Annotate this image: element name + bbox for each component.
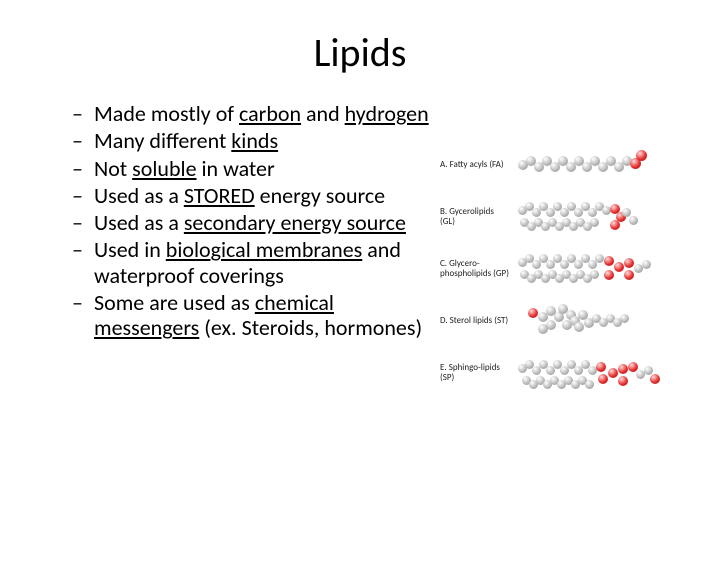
- bullet-dash: –: [72, 128, 94, 153]
- atom-red: [604, 256, 614, 266]
- molecule-label: C. Glycero-phospholipids (GP): [440, 259, 510, 279]
- atom-gray: [595, 254, 604, 263]
- molecule-row: C. Glycero-phospholipids (GP): [440, 250, 690, 288]
- atom-red: [618, 376, 628, 386]
- bullet-item: –Used in biological membranes and waterp…: [72, 237, 432, 288]
- molecule-graphic: [518, 250, 690, 288]
- atom-gray: [642, 260, 651, 269]
- atom-gray: [622, 208, 631, 217]
- molecule-graphic: [518, 354, 690, 392]
- molecule-row: B. Gycerolipids (GL): [440, 198, 690, 236]
- molecule-label: D. Sterol lipids (ST): [440, 316, 510, 326]
- atom-gray: [574, 322, 584, 332]
- atom-red: [608, 368, 618, 378]
- bullet-text: Used as a secondary energy source: [94, 210, 432, 235]
- bullet-dash: –: [72, 183, 94, 208]
- atom-red: [604, 270, 614, 280]
- bullet-text: Used in biological membranes and waterpr…: [94, 237, 432, 288]
- bullet-dash: –: [72, 101, 94, 126]
- bullet-dash: –: [72, 290, 94, 341]
- bullet-text: Not soluble in water: [94, 156, 432, 181]
- atom-red: [636, 150, 647, 161]
- atom-red: [610, 220, 620, 230]
- bullet-dash: –: [72, 156, 94, 181]
- bullet-text: Made mostly of carbon and hydrogen: [94, 101, 432, 126]
- atom-red: [528, 308, 538, 318]
- atom-red: [596, 362, 606, 372]
- atom-red: [624, 270, 634, 280]
- molecule-row: D. Sterol lipids (ST): [440, 302, 690, 340]
- bullet-dash: –: [72, 210, 94, 235]
- molecule-graphic: [518, 198, 690, 236]
- bullet-item: –Some are used as chemical messengers (e…: [72, 290, 432, 341]
- bullet-item: –Used as a STORED energy source: [72, 183, 432, 208]
- bullet-text: Used as a STORED energy source: [94, 183, 432, 208]
- atom-red: [598, 374, 608, 384]
- molecule-graphic: [518, 302, 690, 340]
- page-title: Lipids: [0, 28, 720, 77]
- atom-gray: [590, 270, 599, 279]
- molecule-label: E. Sphingo-lipids (SP): [440, 363, 510, 383]
- atom-red: [618, 364, 628, 374]
- bullet-text: Some are used as chemical messengers (ex…: [94, 290, 432, 341]
- atom-gray: [585, 380, 594, 389]
- atom-gray: [620, 314, 629, 323]
- molecule-row: A. Fatty acyls (FA): [440, 146, 690, 184]
- bullet-item: –Not soluble in water: [72, 156, 432, 181]
- molecule-graphic: [518, 146, 690, 184]
- bullet-item: –Used as a secondary energy source: [72, 210, 432, 235]
- atom-red: [650, 374, 660, 384]
- atom-red: [614, 262, 624, 272]
- molecule-label: A. Fatty acyls (FA): [440, 160, 510, 170]
- bullet-text: Many different kinds: [94, 128, 432, 153]
- atom-gray: [538, 324, 548, 334]
- bullet-list: –Made mostly of carbon and hydrogen–Many…: [72, 101, 432, 343]
- molecule-label: B. Gycerolipids (GL): [440, 207, 510, 227]
- atom-gray: [629, 216, 638, 225]
- bullet-item: –Many different kinds: [72, 128, 432, 153]
- bullet-dash: –: [72, 237, 94, 288]
- molecule-diagram: A. Fatty acyls (FA) B. Gycerolipids (GL) C…: [440, 146, 690, 406]
- molecule-row: E. Sphingo-lipids (SP): [440, 354, 690, 392]
- atom-red: [624, 258, 634, 268]
- bullet-item: –Made mostly of carbon and hydrogen: [72, 101, 432, 126]
- atom-gray: [590, 218, 599, 227]
